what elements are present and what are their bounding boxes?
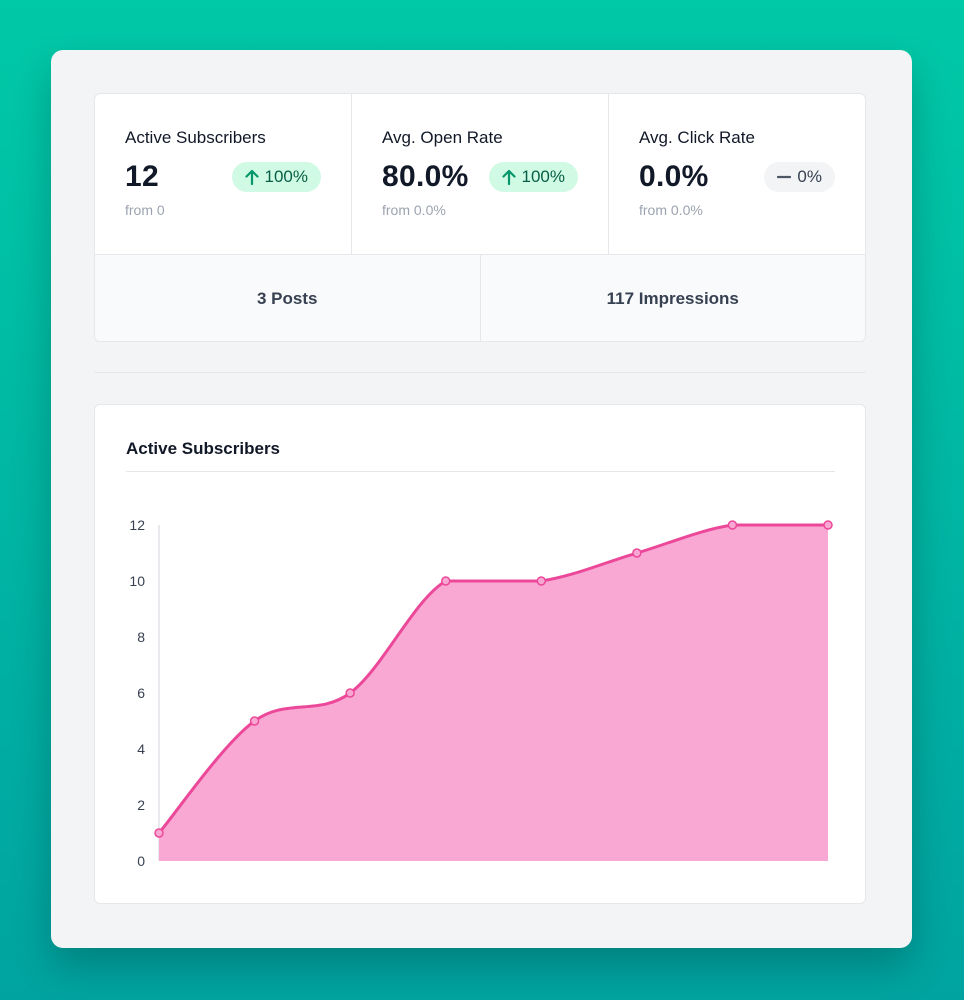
metric-from: from 0 [125,202,165,218]
data-point [823,520,833,530]
change-value: 100% [521,167,565,186]
y-tick-label: 10 [129,573,145,589]
arrow-up-icon [244,169,259,185]
metric-label: Active Subscribers [125,128,266,147]
data-point [727,520,738,530]
data-point [154,828,164,838]
data-point [440,576,451,586]
metric-label: Avg. Click Rate [639,128,755,147]
change-badge: 0% [764,162,835,192]
data-point [345,688,355,698]
dashboard-panel: Active Subscribers 12 100% from 0 Avg. O… [51,50,912,948]
impressions-count: 117 Impressions [606,288,739,308]
metric-from: from 0.0% [382,202,446,218]
y-tick-label: 8 [137,629,145,645]
y-axis: 0 2 4 6 8 10 12 [129,517,160,869]
data-points [154,520,833,838]
y-tick-label: 6 [137,685,145,701]
metric-row: Active Subscribers 12 100% from 0 Avg. O… [95,94,865,255]
metric-from: from 0.0% [639,202,703,218]
summary-row: 3 Posts 117 Impressions [95,255,865,341]
metric-click-rate: Avg. Click Rate 0.0% 0% from 0.0% [609,94,865,254]
y-tick-label: 0 [137,853,145,869]
metric-value: 0.0% [639,160,709,193]
y-tick-label: 12 [129,517,145,533]
change-value: 100% [264,167,308,186]
metric-value-row: 0.0% 0% [639,160,835,194]
metric-value-row: 12 100% [125,160,321,194]
change-badge: 100% [488,162,578,192]
metric-value-row: 80.0% 100% [382,160,578,194]
y-tick-label: 4 [137,741,145,757]
change-value: 0% [797,167,822,186]
metric-value: 80.0% [382,160,469,193]
area-fill [159,525,828,861]
section-divider [94,372,866,373]
chart-card: Active Subscribers 0 2 4 6 8 10 12 [94,404,866,904]
stats-card: Active Subscribers 12 100% from 0 Avg. O… [94,93,866,342]
metric-open-rate: Avg. Open Rate 80.0% 100% from 0.0% [352,94,609,254]
posts-count: 3 Posts [95,255,481,341]
metric-label: Avg. Open Rate [382,128,503,147]
data-point [632,548,642,558]
metric-value: 12 [125,160,159,193]
y-tick-label: 2 [137,797,145,813]
data-point [249,716,260,726]
metric-active-subscribers: Active Subscribers 12 100% from 0 [95,94,352,254]
dash-icon [777,169,792,185]
arrow-up-icon [501,169,516,185]
data-point [536,576,547,586]
chart-title: Active Subscribers [126,439,835,472]
subscribers-chart: 0 2 4 6 8 10 12 [129,517,833,869]
change-badge: 100% [231,162,321,192]
